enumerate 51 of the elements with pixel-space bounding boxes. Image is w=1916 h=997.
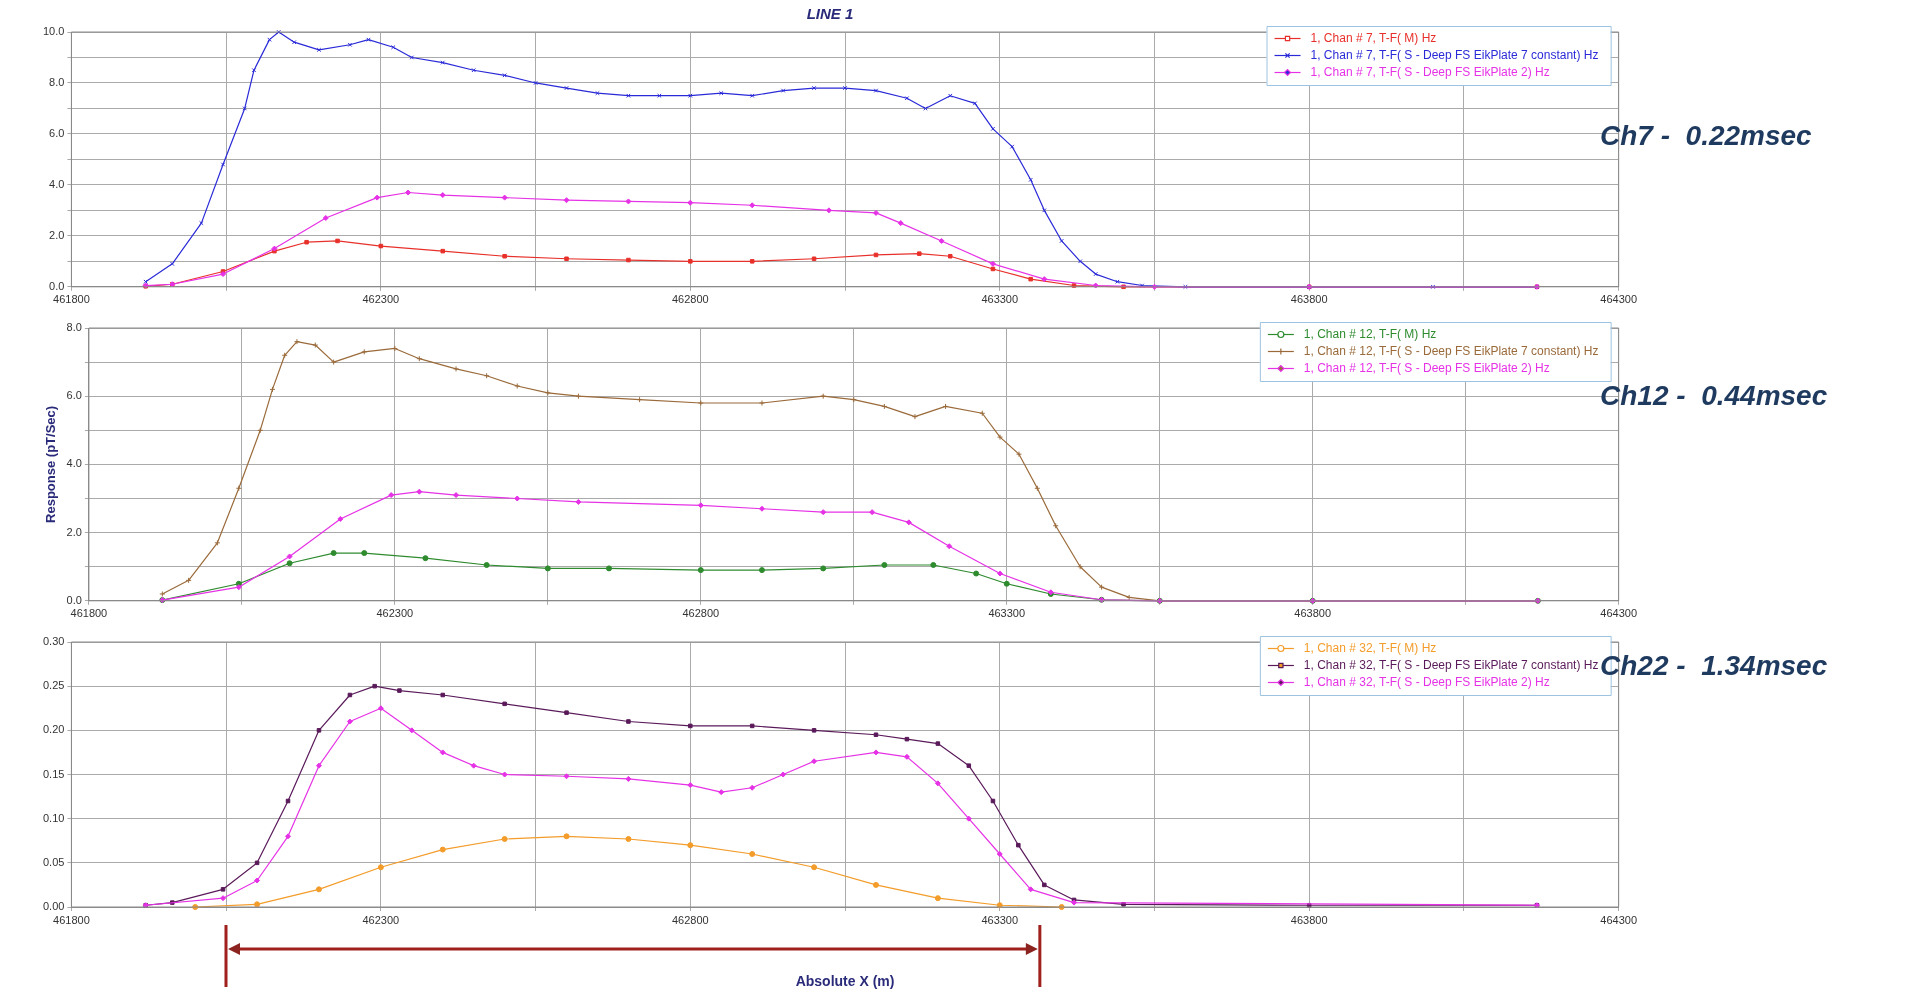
y-tick-label: 0.25	[42, 679, 65, 692]
x-tick-label: 461800	[53, 913, 90, 926]
annotation: Ch22 - 1.34msec	[1600, 650, 1828, 682]
y-tick-label: 0.05	[42, 855, 65, 868]
y-tick-label: 0.10	[42, 811, 65, 824]
x-tick-label: 463300	[981, 293, 1019, 306]
legend-label: 1, Chan # 32, T-F( S - Deep FS EikPlate 2) Hz	[1303, 674, 1550, 689]
y-tick-label: 4.0	[49, 177, 65, 190]
x-tick-label: 462800	[682, 607, 720, 620]
x-tick-label: 464300	[1600, 293, 1638, 306]
y-tick-label: 0.00	[42, 900, 65, 913]
legend-label: 1, Chan # 7, T-F( S - Deep FS EikPlate 7 constant) Hz	[1310, 47, 1599, 62]
y-tick-label: 0.15	[42, 767, 65, 780]
legend-label: 1, Chan # 7, T-F( M) Hz	[1310, 30, 1437, 45]
y-axis-title: Response (pT/Sec)	[43, 405, 59, 523]
legend-label: 1, Chan # 7, T-F( S - Deep FS EikPlate 2) Hz	[1310, 64, 1550, 79]
legend-label: 1, Chan # 12, T-F( S - Deep FS EikPlate 7 constant) Hz	[1303, 343, 1599, 358]
x-tick-label: 463800	[1290, 913, 1328, 926]
legend-label: 1, Chan # 32, T-F( M) Hz	[1303, 640, 1437, 655]
x-tick-label: 462300	[362, 293, 400, 306]
chart-title: LINE 1	[806, 5, 854, 23]
x-tick-label: 462300	[362, 913, 400, 926]
x-tick-label: 464300	[1600, 913, 1638, 926]
x-tick-label: 463800	[1290, 293, 1328, 306]
y-tick-label: 4.0	[66, 457, 82, 470]
y-tick-label: 6.0	[49, 126, 65, 139]
x-tick-label: 462800	[671, 293, 709, 306]
y-tick-label: 8.0	[66, 321, 82, 334]
x-tick-label: 464300	[1600, 607, 1638, 620]
x-tick-label: 463300	[988, 607, 1026, 620]
legend-label: 1, Chan # 12, T-F( S - Deep FS EikPlate 2) Hz	[1303, 360, 1550, 375]
y-tick-label: 0.20	[42, 723, 65, 736]
legend-label: 1, Chan # 12, T-F( M) Hz	[1303, 326, 1437, 341]
x-tick-label: 463800	[1294, 607, 1332, 620]
y-tick-label: 0.0	[49, 279, 65, 292]
x-tick-label: 461800	[70, 607, 108, 620]
y-tick-label: 0.30	[42, 635, 65, 648]
annotation: Ch12 - 0.44msec	[1600, 380, 1828, 412]
y-tick-label: 10.0	[42, 25, 65, 38]
x-tick-label: 461800	[53, 293, 90, 306]
x-tick-label: 462300	[376, 607, 414, 620]
y-tick-label: 0.0	[66, 593, 82, 606]
x-tick-label: 463300	[981, 913, 1019, 926]
y-tick-label: 2.0	[66, 525, 82, 538]
annotation: Ch7 - 0.22msec	[1600, 120, 1812, 152]
x-axis-title: Absolute X (m)	[795, 973, 895, 990]
y-tick-label: 2.0	[49, 228, 65, 241]
x-tick-label: 462800	[671, 913, 709, 926]
legend-label: 1, Chan # 32, T-F( S - Deep FS EikPlate 7 constant) Hz	[1303, 657, 1599, 672]
y-tick-label: 6.0	[66, 389, 82, 402]
y-tick-label: 8.0	[49, 75, 65, 88]
